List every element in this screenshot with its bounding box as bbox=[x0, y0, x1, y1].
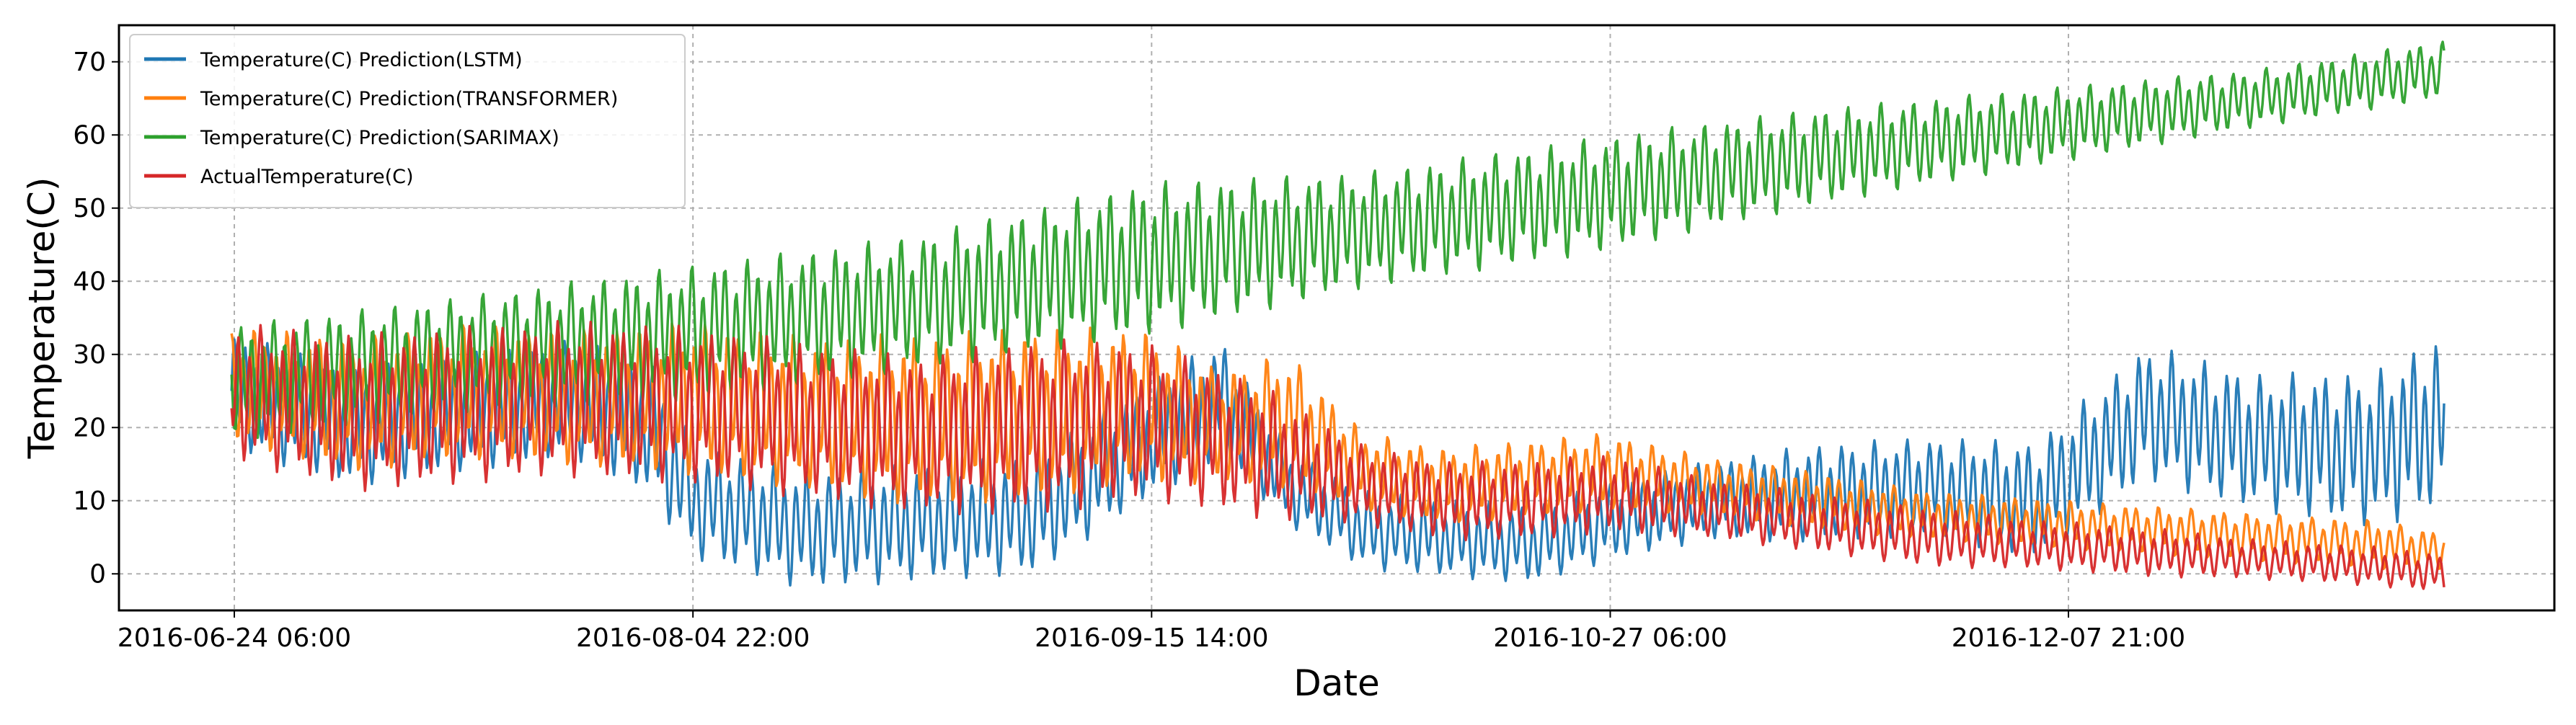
plot-frame bbox=[118, 24, 2556, 612]
legend: Temperature(C) Prediction(LSTM) Temperatu… bbox=[129, 34, 686, 208]
legend-label: Temperature(C) Prediction(SARIMAX) bbox=[200, 127, 559, 149]
x-tick-label: 2016-12-07 21:00 bbox=[1952, 623, 2185, 653]
series-line bbox=[230, 40, 2446, 440]
series-line bbox=[230, 319, 2446, 590]
series-group bbox=[230, 40, 2446, 590]
y-tick-label: 60 bbox=[73, 120, 106, 150]
y-tick-label: 40 bbox=[73, 267, 106, 296]
y-tick-label: 70 bbox=[73, 48, 106, 77]
y-tick-label: 50 bbox=[73, 194, 106, 223]
y-tick-label: 10 bbox=[73, 486, 106, 516]
legend-label: ActualTemperature(C) bbox=[200, 166, 414, 188]
x-axis: 2016-06-24 06:00 2016-08-04 22:00 2016-09-… bbox=[118, 610, 2185, 653]
x-tick-label: 2016-09-15 14:00 bbox=[1035, 623, 1268, 653]
y-axis: 0 10 20 30 40 50 60 70 bbox=[73, 48, 119, 589]
y-tick-label: 0 bbox=[89, 559, 106, 589]
y-tick-label: 20 bbox=[73, 413, 106, 442]
legend-label: Temperature(C) Prediction(TRANSFORMER) bbox=[200, 88, 618, 110]
x-tick-label: 2016-10-27 06:00 bbox=[1493, 623, 1727, 653]
x-tick-label: 2016-08-04 22:00 bbox=[576, 623, 810, 653]
legend-box bbox=[129, 34, 686, 208]
legend-label: Temperature(C) Prediction(LSTM) bbox=[200, 49, 523, 71]
x-tick-label: 2016-06-24 06:00 bbox=[118, 623, 351, 653]
y-axis-label: Temperature(C) bbox=[21, 177, 63, 460]
x-axis-label: Date bbox=[1293, 662, 1380, 704]
y-tick-label: 30 bbox=[73, 340, 106, 370]
